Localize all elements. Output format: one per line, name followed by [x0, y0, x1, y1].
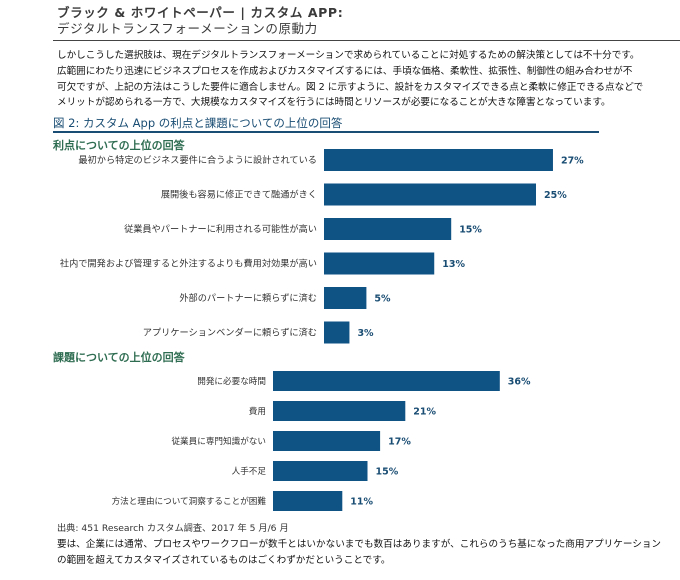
intro-line: 可欠ですが、上記の方法はこうした要件に適合しません。図 2 に示すように、設計を…: [57, 81, 644, 93]
category-label: 方法と理由について洞察することが困難: [112, 495, 267, 507]
value-label: 36%: [508, 377, 531, 388]
value-label: 17%: [388, 437, 411, 448]
bar: [273, 431, 381, 451]
bar: [273, 491, 343, 511]
bar: [324, 218, 452, 240]
header-title-line1: ブラック & ホワイトペーパー | カスタム APP:: [57, 5, 344, 20]
bar: [324, 287, 367, 309]
document-header: ブラック & ホワイトペーパー | カスタム APP: デジタルトランスフォーメ…: [57, 5, 343, 37]
value-label: 27%: [561, 156, 584, 167]
bar: [273, 461, 368, 481]
category-label: 社内で開発および管理すると外注するよりも費用対効果が高い: [60, 258, 317, 270]
header-divider: [53, 40, 680, 41]
category-label: 展開後も容易に修正できて融通がきく: [161, 189, 317, 201]
category-label: 開発に必要な時間: [197, 375, 266, 387]
outro-line: の範囲を超えてカスタマイズされているものはごくわずかだということです。: [57, 554, 391, 566]
intro-paragraph: しかしこうした選択肢は、現在デジタルトランスフォーメーションで求められていること…: [57, 48, 677, 111]
category-label: 外部のパートナーに頼らずに済む: [179, 292, 317, 304]
category-label: アプリケーションベンダーに頼らずに済む: [143, 327, 317, 339]
value-label: 25%: [544, 190, 567, 201]
category-label: 従業員やパートナーに利用される可能性が高い: [124, 223, 317, 235]
category-label: 費用: [249, 405, 266, 417]
header-title-line2: デジタルトランスフォーメーションの原動力: [57, 21, 318, 36]
value-label: 3%: [357, 328, 374, 339]
bar: [324, 321, 350, 344]
bar: [324, 183, 536, 206]
category-label: 最初から特定のビジネス要件に合うように設計されている: [78, 154, 317, 166]
intro-line: しかしこうした選択肢は、現在デジタルトランスフォーメーションで求められていること…: [57, 50, 640, 61]
bar: [273, 401, 406, 421]
bar: [324, 149, 553, 171]
bar-charts: 最初から特定のビジネス要件に合うように設計されている 27% 展開後も容易に修正でき…: [60, 149, 584, 511]
value-label: 5%: [374, 294, 391, 305]
value-label: 11%: [350, 497, 373, 508]
value-label: 15%: [459, 225, 482, 236]
intro-line: メリットが認められる一方で、大規模なカスタマイズを行うには時間とリソースが必要に…: [57, 97, 611, 109]
outro-line: 要は、企業には通常、プロセスやワークフローが数千とはいかないまでも数百はあります…: [57, 539, 662, 550]
challenges-section-title: 課題についての上位の回答: [53, 351, 185, 364]
value-label: 21%: [413, 407, 436, 418]
source-note: 出典: 451 Research カスタム調査、2017 年 5 月/6 月: [57, 523, 289, 534]
bar: [324, 252, 435, 275]
figure-title: 図 2: カスタム App の利点と課題についての上位の回答: [53, 116, 343, 130]
value-label: 15%: [376, 467, 399, 478]
intro-line: 広範囲にわたり迅速にビジネスプロセスを作成およびカスタマイズするには、手頃な価格…: [57, 65, 633, 77]
closing-paragraph: 要は、企業には通常、プロセスやワークフローが数千とはいかないまでも数百はあります…: [57, 537, 677, 568]
bar: [273, 371, 500, 391]
category-label: 従業員に専門知識がない: [171, 435, 266, 447]
value-label: 13%: [442, 259, 465, 270]
figure-title-underline: [53, 131, 599, 133]
category-label: 人手不足: [232, 465, 267, 477]
benefits-section-title: 利点についての上位の回答: [53, 139, 185, 152]
